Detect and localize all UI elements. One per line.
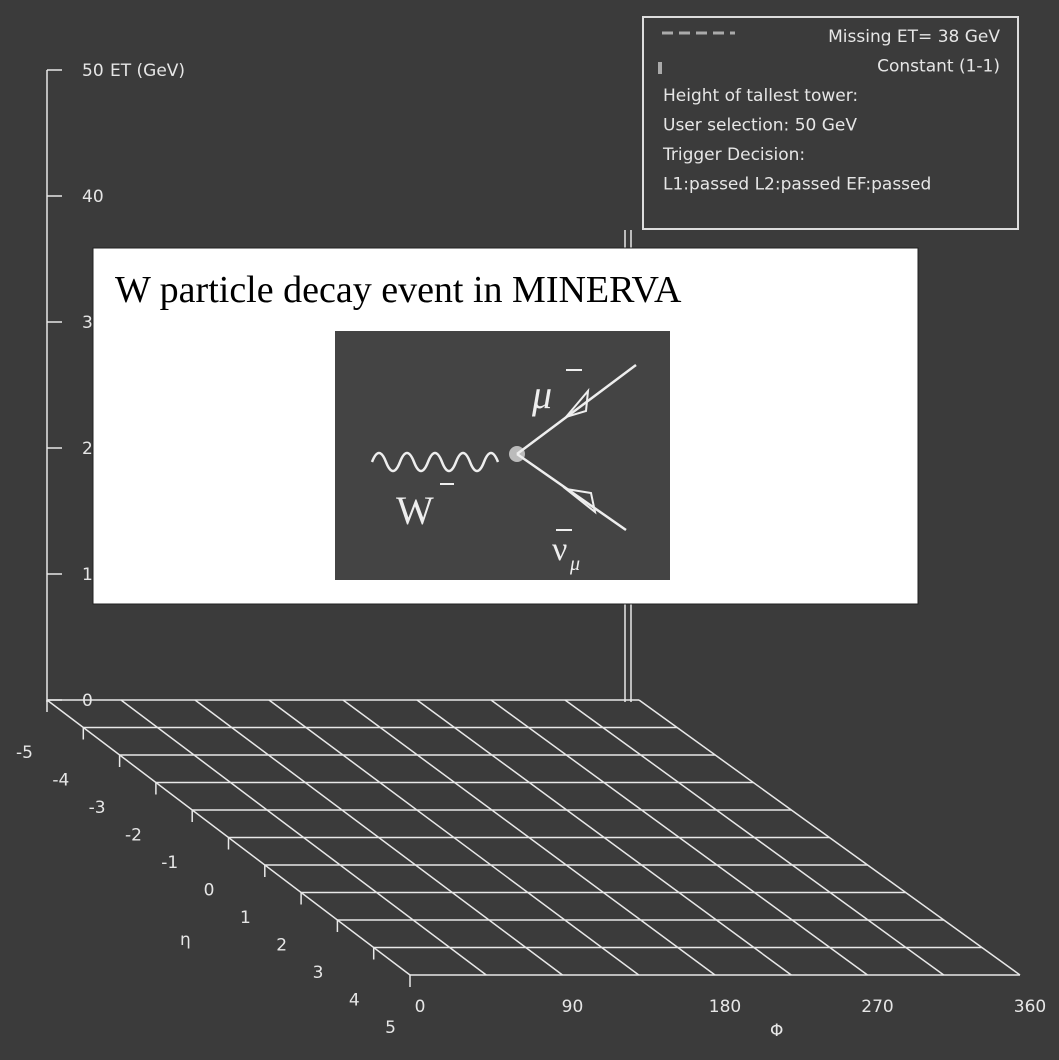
eta-tick-label: -2 — [125, 826, 142, 846]
phi-axis-title: Φ — [770, 1021, 783, 1041]
grid-line — [564, 699, 945, 976]
eta-tick-label: 5 — [385, 1018, 396, 1038]
floor-grid — [46, 699, 1021, 976]
et-tick-label: 40 — [82, 187, 104, 207]
et-tick-label: 0 — [82, 691, 93, 711]
arrow — [562, 487, 597, 515]
neutrino-sub: μ — [569, 553, 580, 575]
eta-tick-label: 3 — [313, 963, 324, 983]
et-tick-label: 50 — [82, 61, 104, 81]
muon-label: μ — [531, 372, 552, 417]
grid-line — [342, 699, 716, 976]
legend-line: Height of tallest tower: — [663, 86, 858, 106]
arrow — [563, 387, 590, 419]
legend-line: Constant (1-1) — [877, 57, 1000, 77]
legend-line: Trigger Decision: — [662, 145, 805, 165]
eta-tick-label: 0 — [204, 881, 215, 901]
legend-line: L1:passed L2:passed EF:passed — [663, 175, 931, 195]
phi-tick-label: 360 — [1014, 997, 1046, 1017]
grid-line — [194, 699, 563, 976]
legend-line: User selection: 50 GeV — [663, 116, 857, 136]
grid-line — [638, 699, 1021, 976]
et-axis-title: ET (GeV) — [110, 61, 185, 81]
grid-line — [268, 699, 640, 976]
eta-tick-label: 4 — [349, 991, 360, 1011]
grid-line — [120, 699, 487, 976]
diagram-image: μ W ν μ — [335, 331, 670, 580]
eta-tick-label: -3 — [89, 798, 106, 818]
eta-tick-label: -1 — [161, 853, 178, 873]
ticks: 01020304050ET (GeV)-5-4-3-2-1012345η0901… — [16, 61, 1046, 1041]
w-label: W — [396, 488, 434, 533]
grid-line — [490, 699, 868, 976]
w-boson-line — [370, 451, 500, 473]
overlay-title: W particle decay event in MINERVA — [115, 269, 682, 311]
legend-line: Missing ET= 38 GeV — [828, 27, 1000, 47]
phi-tick-label: 270 — [861, 997, 893, 1017]
legend: Missing ET= 38 GeV Constant (1-1) Height o… — [662, 27, 1000, 195]
legend-box — [642, 16, 1019, 230]
eta-tick-label: -5 — [16, 743, 33, 763]
chalkboard — [335, 331, 670, 580]
eta-axis-title: η — [180, 930, 191, 950]
eta-tick-label: -4 — [52, 771, 69, 791]
phi-tick-label: 180 — [709, 997, 741, 1017]
neutrino-label: ν — [552, 531, 567, 568]
grid-line — [416, 699, 792, 976]
phi-tick-label: 90 — [562, 997, 584, 1017]
neutrino-line — [516, 452, 627, 532]
phi-tick-label: 0 — [415, 997, 426, 1017]
eta-tick-label: 2 — [276, 936, 287, 956]
muon-line — [516, 363, 637, 456]
eta-tick-label: 1 — [240, 908, 251, 928]
